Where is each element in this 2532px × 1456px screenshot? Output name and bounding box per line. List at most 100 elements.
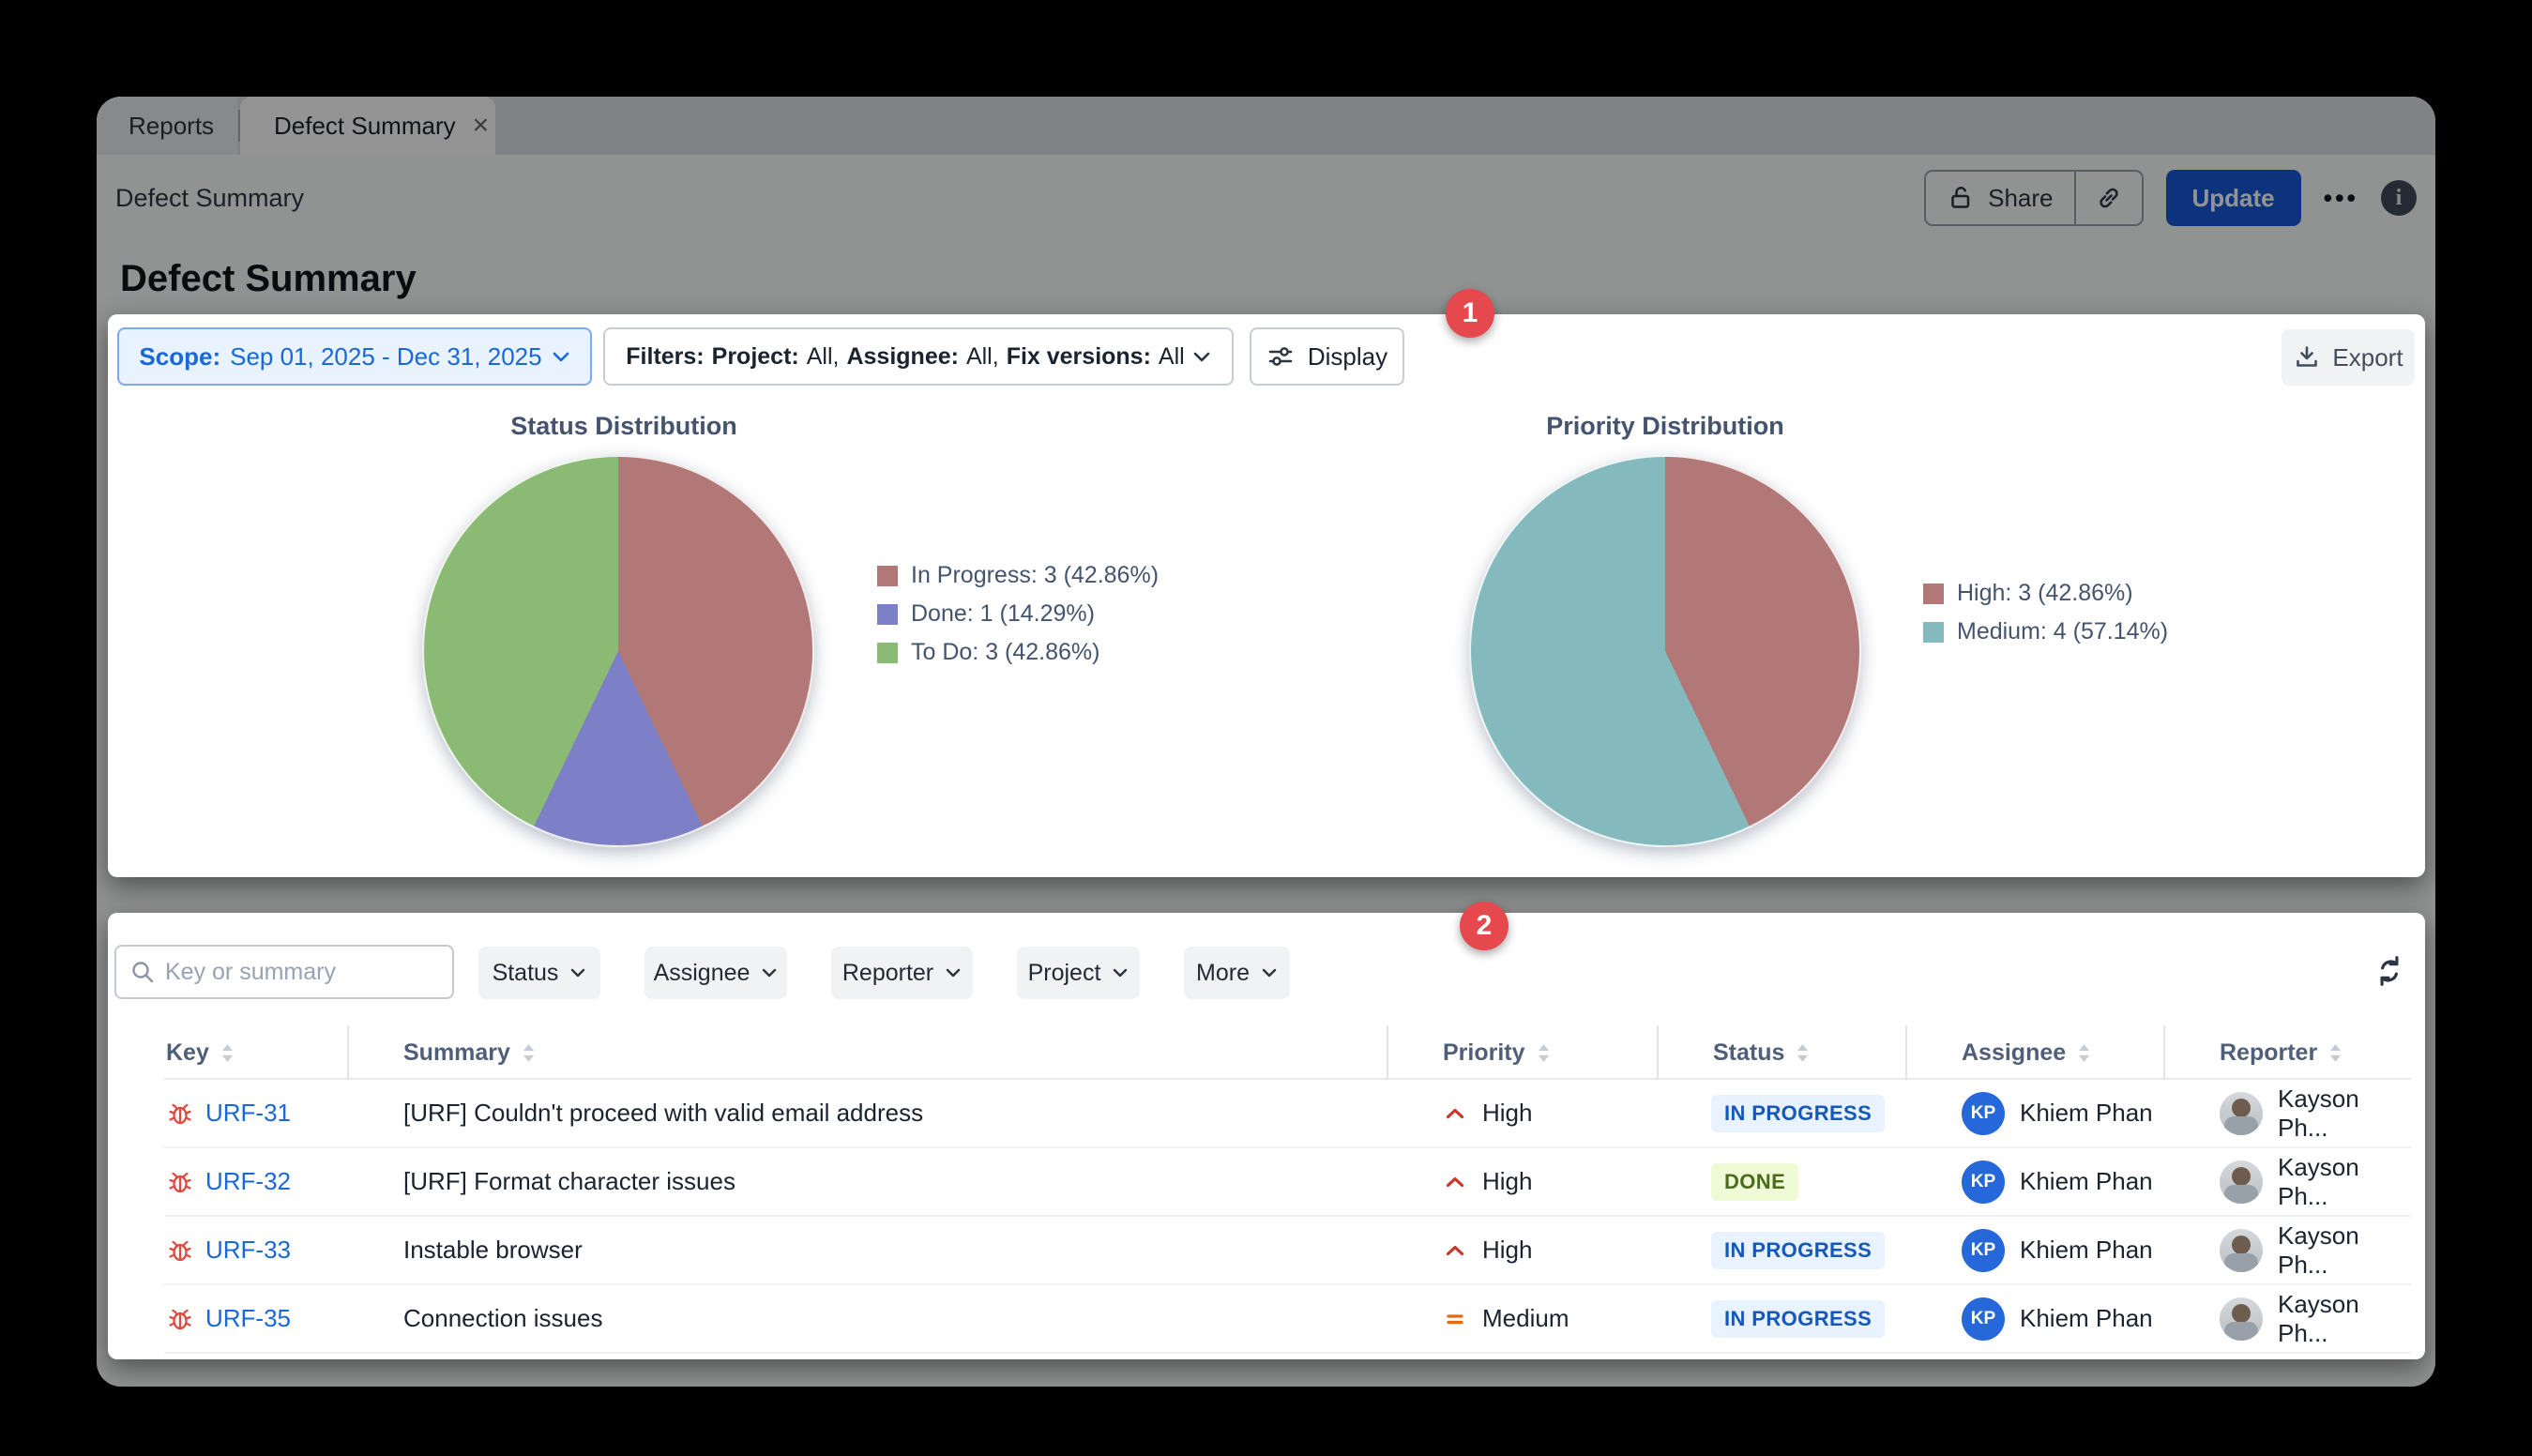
more-filters-dropdown[interactable]: More bbox=[1184, 947, 1290, 999]
tab-defect-summary-label: Defect Summary bbox=[274, 111, 456, 140]
filters-dropdown[interactable]: Filters: Project: All, Assignee: All, Fi… bbox=[603, 327, 1234, 386]
export-button[interactable]: Export bbox=[2282, 329, 2415, 386]
more-menu-icon[interactable]: ••• bbox=[2323, 183, 2358, 212]
filter-label: Project bbox=[1027, 959, 1101, 986]
issue-summary: [URF] Couldn't proceed with valid email … bbox=[403, 1099, 924, 1127]
tab-reports-label: Reports bbox=[129, 111, 215, 140]
column-header-key[interactable]: Key bbox=[164, 1025, 349, 1080]
priority-medium-icon bbox=[1447, 1313, 1463, 1324]
search-box bbox=[114, 945, 454, 999]
info-icon[interactable]: i bbox=[2381, 180, 2417, 216]
link-icon bbox=[2099, 188, 2118, 208]
status-badge: IN PROGRESS bbox=[1711, 1094, 1886, 1132]
tour-step-badge-2: 2 bbox=[1460, 902, 1509, 950]
scope-value: Sep 01, 2025 - Dec 31, 2025 bbox=[230, 341, 542, 371]
priority-high-icon bbox=[1446, 1176, 1464, 1187]
reporter-avatar bbox=[2220, 1297, 2263, 1341]
legend-label: High: 3 (42.86%) bbox=[1957, 580, 2133, 606]
tab-strip: Reports Defect Summary × bbox=[97, 97, 2435, 155]
issue-key-link[interactable]: URF-31 bbox=[205, 1099, 292, 1127]
legend-item: High: 3 (42.86%) bbox=[1923, 580, 2168, 606]
assignee-name: Khiem Phan bbox=[2020, 1236, 2153, 1264]
priority-label: High bbox=[1482, 1167, 1533, 1195]
legend-item: To Do: 3 (42.86%) bbox=[877, 639, 1159, 665]
sort-icon bbox=[2079, 1043, 2090, 1062]
filters-label: Filters: bbox=[626, 342, 705, 370]
table-row: URF-32 [URF] Format character issues Hig… bbox=[164, 1148, 2411, 1217]
tab-reports[interactable]: Reports bbox=[97, 97, 237, 155]
display-button[interactable]: Display bbox=[1250, 327, 1404, 386]
filters-fixversions-value: All bbox=[1158, 342, 1185, 370]
tour-step-badge-1: 1 bbox=[1446, 289, 1494, 338]
scope-label: Scope: bbox=[139, 341, 221, 371]
column-header-reporter[interactable]: Reporter bbox=[2165, 1025, 2411, 1080]
legend-swatch bbox=[877, 642, 898, 663]
project-filter-dropdown[interactable]: Project bbox=[1017, 947, 1140, 999]
button-group-divider bbox=[2073, 172, 2076, 224]
close-icon[interactable]: × bbox=[472, 110, 490, 141]
filter-label: Assignee bbox=[653, 959, 751, 986]
chevron-down-icon bbox=[553, 352, 569, 361]
issue-summary: Instable browser bbox=[403, 1236, 583, 1264]
status-pie-chart bbox=[422, 455, 814, 847]
assignee-avatar: KP bbox=[1962, 1228, 2005, 1272]
reporter-avatar bbox=[2220, 1228, 2263, 1272]
legend-swatch bbox=[1923, 621, 1944, 643]
filters-assignee-label: Assignee: bbox=[846, 342, 959, 370]
share-label: Share bbox=[1988, 183, 2054, 212]
breadcrumb: Defect Summary bbox=[115, 183, 305, 212]
filter-label: Status bbox=[492, 959, 559, 986]
filters-project-value: All, bbox=[806, 342, 840, 370]
priority-chart-title: Priority Distribution bbox=[1546, 412, 1784, 440]
scope-dropdown[interactable]: Scope: Sep 01, 2025 - Dec 31, 2025 bbox=[117, 327, 592, 386]
app-bar: Defect Summary Share bbox=[97, 155, 2435, 241]
issue-key-link[interactable]: URF-33 bbox=[205, 1236, 292, 1264]
table-row: URF-33 Instable browser High IN PROGRESS… bbox=[164, 1217, 2411, 1285]
refresh-button[interactable] bbox=[2367, 948, 2412, 993]
column-header-priority[interactable]: Priority bbox=[1388, 1025, 1659, 1080]
app-window: Reports Defect Summary × Defect Summary … bbox=[97, 97, 2435, 1387]
sort-icon bbox=[1797, 1043, 1809, 1062]
assignee-avatar: KP bbox=[1962, 1160, 2005, 1204]
bug-icon bbox=[169, 1240, 191, 1261]
issue-summary: [URF] Format character issues bbox=[403, 1167, 735, 1195]
legend-item: Medium: 4 (57.14%) bbox=[1923, 618, 2169, 645]
reporter-avatar bbox=[2220, 1160, 2263, 1204]
legend-label: Medium: 4 (57.14%) bbox=[1957, 618, 2169, 645]
issue-key-link[interactable]: URF-32 bbox=[205, 1167, 292, 1195]
display-label: Display bbox=[1307, 341, 1388, 371]
issues-table: Key Summary Priority Status Assignee bbox=[164, 1025, 2411, 1354]
column-header-status[interactable]: Status bbox=[1659, 1025, 1907, 1080]
export-label: Export bbox=[2332, 342, 2403, 372]
assignee-filter-dropdown[interactable]: Assignee bbox=[644, 947, 787, 999]
update-button[interactable]: Update bbox=[2165, 170, 2301, 226]
priority-label: Medium bbox=[1482, 1304, 1569, 1332]
refresh-icon bbox=[2380, 956, 2399, 986]
assignee-avatar: KP bbox=[1962, 1091, 2005, 1135]
share-button[interactable]: Share bbox=[1926, 172, 2073, 224]
app-bar-actions: Share Update ••• i bbox=[1924, 170, 2417, 226]
priority-high-icon bbox=[1446, 1245, 1464, 1255]
column-header-assignee[interactable]: Assignee bbox=[1907, 1025, 2165, 1080]
search-input[interactable] bbox=[165, 958, 439, 986]
reporter-filter-dropdown[interactable]: Reporter bbox=[831, 947, 973, 999]
bug-icon bbox=[169, 1103, 191, 1124]
download-icon bbox=[2297, 346, 2318, 367]
bug-icon bbox=[169, 1172, 191, 1192]
copy-link-button[interactable] bbox=[2076, 172, 2142, 224]
tab-defect-summary[interactable]: Defect Summary × bbox=[240, 97, 495, 155]
page-title: Defect Summary bbox=[120, 258, 417, 299]
table-header-row: Key Summary Priority Status Assignee bbox=[164, 1025, 2411, 1080]
status-filter-dropdown[interactable]: Status bbox=[478, 947, 600, 999]
chevron-down-icon bbox=[571, 968, 585, 978]
chevron-down-icon bbox=[946, 968, 961, 978]
charts-panel: Scope: Sep 01, 2025 - Dec 31, 2025 Filte… bbox=[108, 314, 2425, 877]
legend-swatch bbox=[877, 603, 898, 625]
share-button-group: Share bbox=[1924, 170, 2144, 226]
issue-key-link[interactable]: URF-35 bbox=[205, 1304, 292, 1332]
legend-label: In Progress: 3 (42.86%) bbox=[911, 562, 1160, 588]
column-header-summary[interactable]: Summary bbox=[349, 1025, 1388, 1080]
sliders-icon bbox=[1268, 347, 1293, 366]
reporter-name: Kayson Ph... bbox=[2278, 1084, 2359, 1142]
legend-swatch bbox=[1923, 583, 1944, 604]
